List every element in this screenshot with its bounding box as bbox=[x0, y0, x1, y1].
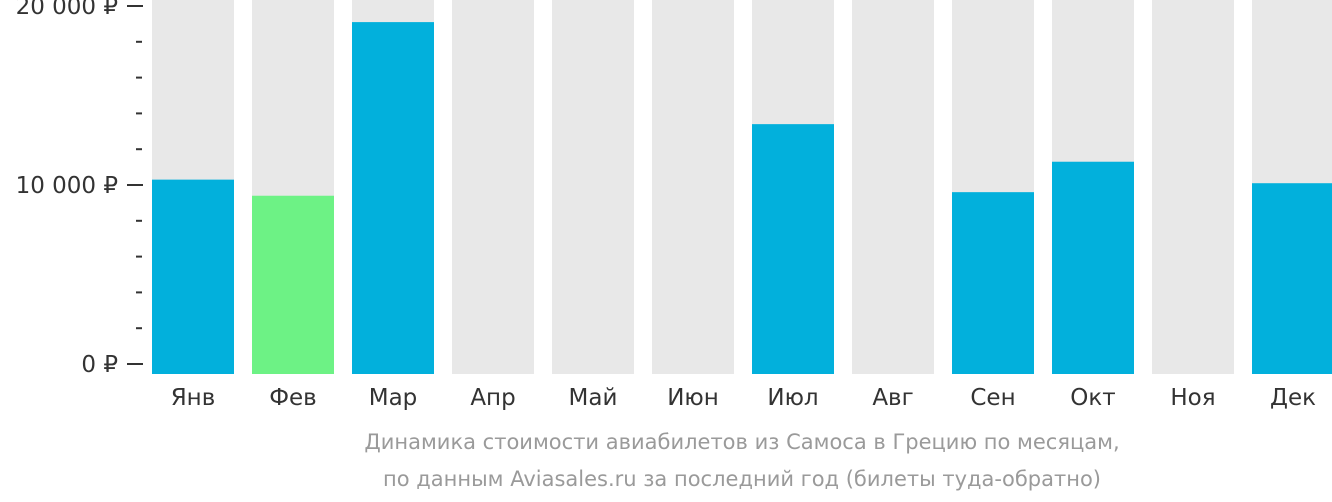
bar-background-6 bbox=[652, 0, 734, 374]
x-tick-label-9: Сен bbox=[970, 385, 1015, 411]
bar-2 bbox=[252, 195, 334, 374]
bar-3 bbox=[352, 22, 434, 375]
bar-9 bbox=[952, 192, 1034, 374]
x-tick-label-1: Янв bbox=[171, 385, 216, 411]
y-tick-label: 10 000 ₽ bbox=[16, 173, 118, 199]
bar-12 bbox=[1252, 183, 1332, 374]
chart-caption-line-2: по данным Aviasales.ru за последний год … bbox=[383, 467, 1101, 491]
x-tick-label-4: Апр bbox=[470, 385, 515, 411]
bar-10 bbox=[1052, 161, 1134, 374]
chart-caption-line-1: Динамика стоимости авиабилетов из Самоса… bbox=[364, 430, 1120, 454]
x-tick-label-7: Июл bbox=[767, 385, 818, 411]
x-tick-label-10: Окт bbox=[1070, 385, 1115, 411]
price-bar-chart: Янв Фев Мар Апр Май Июн Июл Авг Сен Окт Ноя Дек 0 ₽ 1… bbox=[16, 0, 1332, 411]
bar-background-4 bbox=[452, 0, 534, 374]
bar-background-11 bbox=[1152, 0, 1234, 374]
x-tick-label-5: Май bbox=[569, 385, 618, 411]
bar-1 bbox=[152, 179, 234, 374]
x-tick-label-6: Июн bbox=[667, 385, 719, 411]
x-tick-label-8: Авг bbox=[872, 385, 913, 411]
x-tick-label-2: Фев bbox=[269, 385, 317, 411]
bar-7 bbox=[752, 124, 834, 374]
y-tick-label: 0 ₽ bbox=[81, 352, 118, 378]
bar-background-5 bbox=[552, 0, 634, 374]
bar-background-8 bbox=[852, 0, 934, 374]
x-tick-label-11: Ноя bbox=[1170, 385, 1215, 411]
x-tick-label-3: Мар bbox=[369, 385, 418, 411]
y-tick-label: 20 000 ₽ bbox=[16, 0, 118, 20]
x-tick-label-12: Дек bbox=[1270, 385, 1316, 411]
